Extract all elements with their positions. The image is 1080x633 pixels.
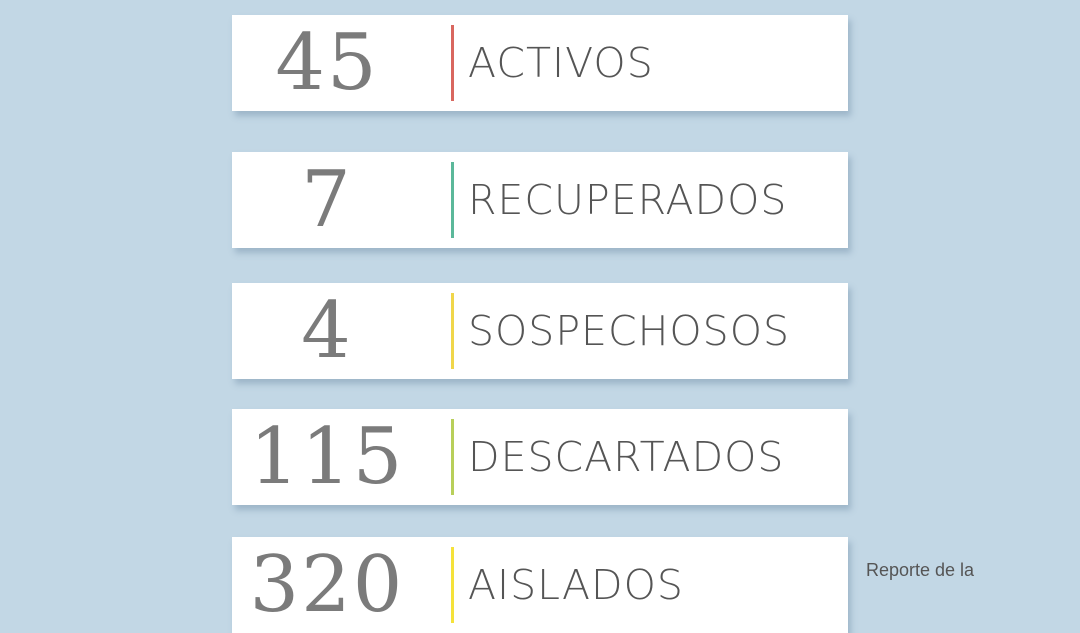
- color-divider: [451, 25, 454, 101]
- stat-value: 115: [249, 412, 405, 502]
- stat-label: DESCARTADOS: [468, 433, 785, 481]
- stat-label: SOSPECHOSOS: [468, 307, 791, 355]
- stat-card-descartados: 115 DESCARTADOS: [232, 409, 848, 505]
- stat-label: ACTIVOS: [468, 39, 654, 87]
- stat-label: AISLADOS: [468, 561, 684, 609]
- stat-card-recuperados: 7 RECUPERADOS: [232, 152, 848, 248]
- stat-card-activos: 45 ACTIVOS: [232, 15, 848, 111]
- color-divider: [451, 419, 454, 495]
- stat-card-aislados: 320 AISLADOS: [232, 537, 848, 633]
- color-divider: [451, 162, 454, 238]
- stat-label: RECUPERADOS: [468, 176, 788, 224]
- stat-value: 45: [275, 18, 379, 108]
- footnote-text: Reporte de la: [866, 560, 975, 580]
- stat-card-sospechosos: 4 SOSPECHOSOS: [232, 283, 848, 379]
- color-divider: [451, 547, 454, 623]
- stat-value: 320: [249, 540, 405, 630]
- color-divider: [451, 293, 454, 369]
- stat-value: 7: [301, 155, 353, 245]
- stat-value: 4: [301, 286, 353, 376]
